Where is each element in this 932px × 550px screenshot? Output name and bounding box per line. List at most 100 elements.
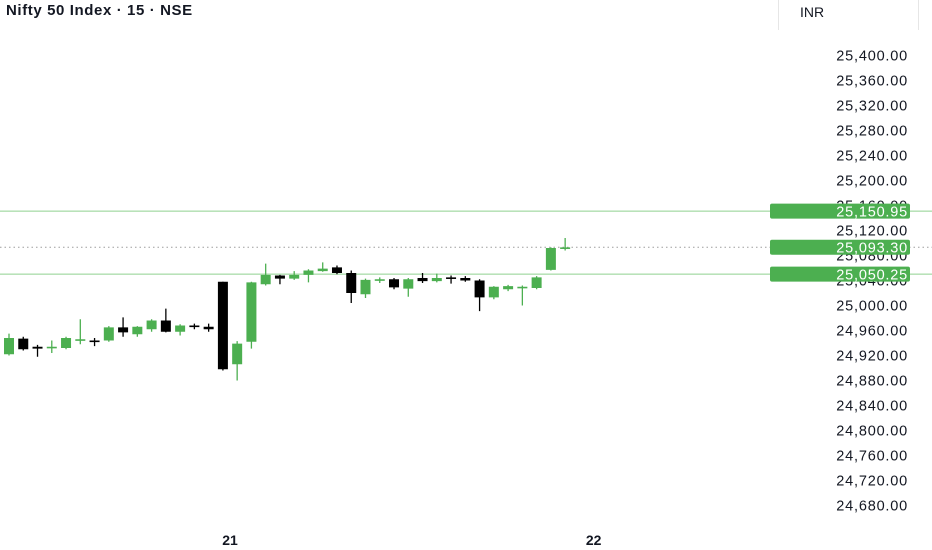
candle[interactable] bbox=[89, 338, 100, 347]
chart-title: Nifty 50 Index · 15 · NSE bbox=[6, 2, 193, 19]
y-tick-label: 25,280.00 bbox=[836, 124, 908, 140]
candle-body bbox=[89, 340, 100, 343]
y-tick-label: 24,960.00 bbox=[836, 324, 908, 340]
candle-body bbox=[431, 278, 442, 282]
y-tick-label: 25,000.00 bbox=[836, 299, 908, 315]
candle[interactable] bbox=[488, 286, 499, 300]
candle[interactable] bbox=[560, 238, 571, 251]
candle-body bbox=[118, 327, 129, 333]
candle[interactable] bbox=[517, 285, 528, 306]
candle-body bbox=[460, 278, 471, 281]
candle-body bbox=[346, 273, 357, 293]
y-tick-label: 24,760.00 bbox=[836, 449, 908, 465]
candle-body bbox=[317, 268, 328, 272]
candle-body bbox=[175, 325, 186, 332]
y-tick-label: 24,720.00 bbox=[836, 474, 908, 490]
candle[interactable] bbox=[374, 277, 385, 283]
candle[interactable] bbox=[103, 326, 114, 342]
currency-label[interactable]: INR bbox=[800, 4, 825, 20]
candle[interactable] bbox=[274, 274, 285, 285]
candle[interactable] bbox=[360, 278, 371, 298]
x-tick-label: 21 bbox=[222, 532, 238, 548]
candle-body bbox=[18, 338, 29, 350]
price-tag bbox=[770, 203, 910, 219]
candle[interactable] bbox=[146, 319, 157, 332]
y-tick-label: 25,320.00 bbox=[836, 99, 908, 115]
candle-body bbox=[474, 280, 485, 298]
candle-body bbox=[446, 277, 457, 279]
y-tick-label: 25,240.00 bbox=[836, 149, 908, 165]
candle[interactable] bbox=[460, 276, 471, 282]
candle[interactable] bbox=[389, 278, 400, 290]
candle[interactable] bbox=[331, 265, 342, 275]
axis-header-divider bbox=[778, 0, 779, 30]
candle-body bbox=[374, 279, 385, 281]
candle-body bbox=[403, 279, 414, 289]
candle-body bbox=[132, 326, 143, 335]
candle-body bbox=[232, 343, 243, 365]
candle[interactable] bbox=[531, 276, 542, 290]
candle[interactable] bbox=[189, 323, 200, 330]
candle[interactable] bbox=[132, 326, 143, 337]
candle[interactable] bbox=[303, 269, 314, 283]
price-axis[interactable]: 25,400.00 25,360.00 25,320.00 25,280.00 25,2… bbox=[836, 49, 908, 515]
candle-body bbox=[160, 320, 171, 332]
candle[interactable] bbox=[317, 262, 328, 272]
candle[interactable] bbox=[75, 319, 86, 345]
candle[interactable] bbox=[246, 281, 257, 349]
y-tick-label: 25,360.00 bbox=[836, 74, 908, 90]
candle-body bbox=[46, 346, 57, 349]
candle[interactable] bbox=[545, 247, 556, 271]
candle[interactable] bbox=[118, 317, 129, 337]
axis-header-divider-right bbox=[918, 0, 919, 30]
candle-body bbox=[217, 281, 228, 370]
candle[interactable] bbox=[203, 323, 214, 332]
price-tag bbox=[770, 266, 910, 282]
candle-body bbox=[545, 248, 556, 270]
candle-body bbox=[103, 327, 114, 341]
candle-body bbox=[417, 278, 428, 282]
candle-body bbox=[32, 346, 43, 349]
price-tag-label: 25,050.25 bbox=[836, 268, 908, 284]
candle[interactable] bbox=[4, 333, 14, 356]
y-tick-label: 25,400.00 bbox=[836, 49, 908, 65]
time-axis[interactable]: 21 22 bbox=[222, 532, 601, 548]
candle[interactable] bbox=[260, 263, 271, 286]
candle-body bbox=[246, 282, 257, 342]
candle[interactable] bbox=[175, 324, 186, 336]
candle[interactable] bbox=[289, 271, 300, 280]
candle-body bbox=[203, 326, 214, 330]
candle[interactable] bbox=[61, 336, 72, 350]
candle-body bbox=[389, 279, 400, 288]
x-tick-label: 22 bbox=[586, 532, 602, 548]
candle-body bbox=[488, 286, 499, 298]
price-tag-label: 25,093.30 bbox=[836, 241, 908, 257]
candle[interactable] bbox=[346, 270, 357, 304]
candle[interactable] bbox=[417, 273, 428, 283]
y-tick-label: 24,680.00 bbox=[836, 499, 908, 515]
y-tick-label: 24,840.00 bbox=[836, 399, 908, 415]
candle[interactable] bbox=[32, 344, 43, 357]
candle[interactable] bbox=[217, 281, 228, 371]
candle[interactable] bbox=[403, 278, 414, 297]
y-tick-label: 24,880.00 bbox=[836, 374, 908, 390]
price-tag bbox=[770, 239, 910, 255]
candle[interactable] bbox=[446, 275, 457, 284]
candle[interactable] bbox=[474, 279, 485, 312]
candle[interactable] bbox=[18, 336, 29, 351]
candle[interactable] bbox=[232, 341, 243, 381]
candle[interactable] bbox=[431, 273, 442, 283]
candle-body bbox=[517, 286, 528, 289]
candle-body bbox=[289, 274, 300, 279]
candle[interactable] bbox=[160, 308, 171, 333]
candle[interactable] bbox=[46, 340, 57, 354]
candle-body bbox=[189, 325, 200, 328]
y-tick-label: 24,800.00 bbox=[836, 424, 908, 440]
candle[interactable] bbox=[503, 284, 514, 292]
candle-body bbox=[260, 274, 271, 285]
candle-body bbox=[274, 275, 285, 279]
candle-body bbox=[331, 267, 342, 273]
candle-body bbox=[61, 338, 72, 348]
candle-body bbox=[531, 277, 542, 288]
